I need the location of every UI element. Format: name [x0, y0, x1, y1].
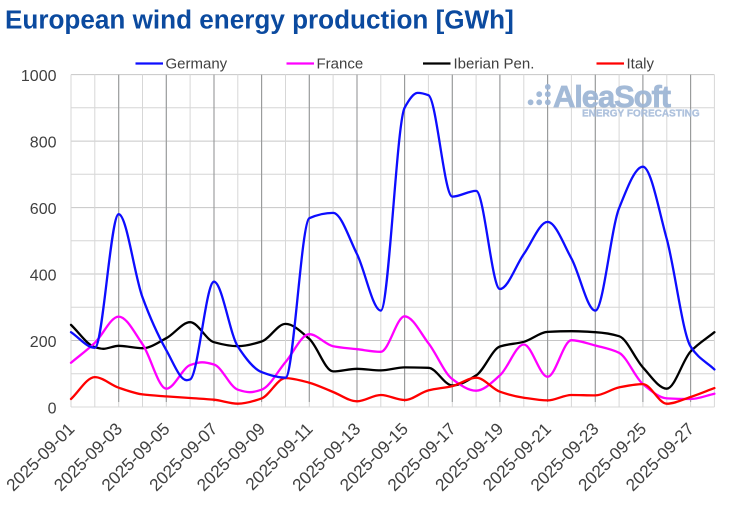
- svg-text:France: France: [317, 56, 364, 73]
- svg-text:600: 600: [30, 201, 57, 218]
- svg-text:1000: 1000: [21, 68, 57, 85]
- svg-text:ENERGY FORECASTING: ENERGY FORECASTING: [582, 109, 700, 120]
- svg-text:400: 400: [30, 267, 57, 284]
- svg-text:Iberian Pen.: Iberian Pen.: [454, 56, 535, 73]
- svg-text:Italy: Italy: [627, 56, 655, 73]
- svg-text:0: 0: [48, 400, 57, 417]
- svg-text:200: 200: [30, 334, 57, 351]
- svg-text:800: 800: [30, 134, 57, 151]
- svg-text:Germany: Germany: [166, 56, 228, 73]
- svg-text:AleaSoft: AleaSoft: [553, 79, 671, 114]
- svg-text:European wind energy productio: European wind energy production [GWh]: [5, 5, 514, 35]
